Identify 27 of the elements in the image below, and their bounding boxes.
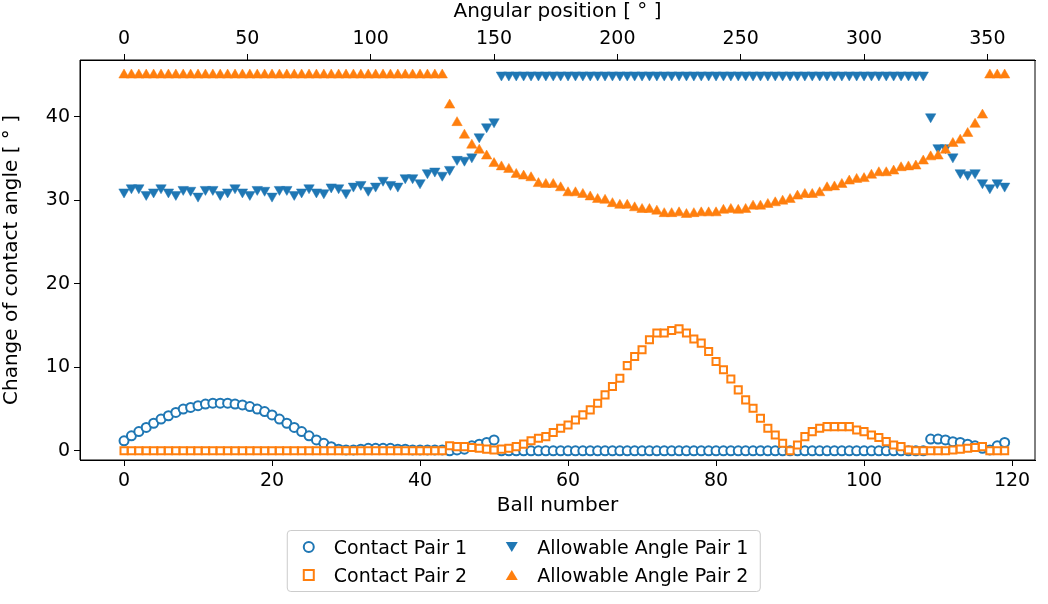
x2-axis-title: Angular position [ ° ] [453, 0, 662, 23]
x-tick-label: 80 [703, 468, 729, 491]
x2-tick-label: 350 [969, 25, 1006, 48]
x-tick-label: 120 [993, 468, 1031, 491]
y-tick-label: 20 [45, 270, 70, 293]
legend-label: Allowable Angle Pair 1 [537, 536, 749, 558]
x2-tick-label: 0 [117, 25, 131, 48]
x-tick-label: 20 [259, 468, 285, 491]
legend-label: Contact Pair 2 [333, 564, 468, 586]
x-tick-label: 60 [555, 468, 581, 491]
y-axis-title: Change of contact angle [ ° ] [0, 115, 23, 405]
x2-tick-label: 50 [235, 25, 260, 48]
y-tick-label: 10 [45, 354, 70, 377]
x2-tick-label: 150 [475, 25, 513, 48]
x-tick-label: 40 [407, 468, 433, 491]
legend-label: Allowable Angle Pair 2 [537, 564, 749, 586]
x2-tick-label: 200 [599, 25, 636, 48]
x-axis-title: Ball number [496, 492, 620, 517]
x2-tick-label: 100 [352, 25, 389, 48]
y-tick-label: 30 [45, 187, 70, 210]
x2-tick-label: 300 [845, 25, 883, 48]
x-tick-label: 0 [117, 468, 131, 491]
y-tick-label: 40 [45, 103, 70, 126]
x2-tick-label: 250 [722, 25, 759, 48]
y-tick-label: 0 [57, 437, 70, 460]
legend-label: Contact Pair 1 [333, 536, 468, 558]
x-tick-label: 100 [845, 468, 883, 491]
